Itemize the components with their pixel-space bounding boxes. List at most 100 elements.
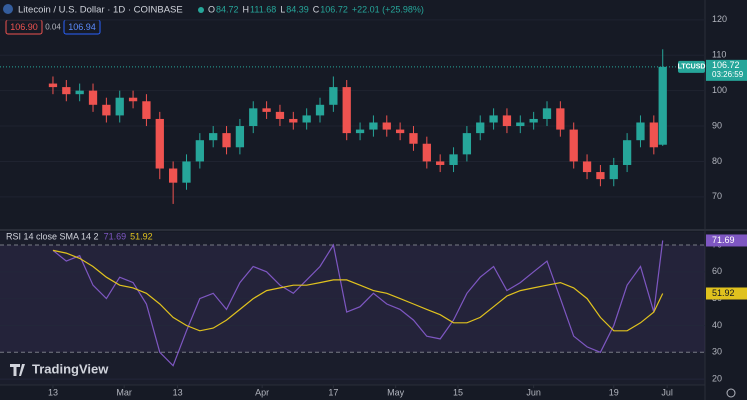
candle-body [582,161,592,173]
candle-body [155,118,164,169]
candle-body [142,101,151,119]
rsi-line [52,249,664,332]
candle-body [355,129,365,134]
candle-body [569,129,578,162]
y-tick-label: 70 [712,191,722,201]
rsi-title: RSI 14 close SMA 14 2 [6,231,99,241]
candle-body [489,115,498,123]
x-tick-label: 15 [453,387,463,397]
candle-body [235,126,245,148]
buy-price: 106.94 [68,22,96,32]
candle-body [249,108,258,127]
candle-body [168,168,178,183]
x-tick-label: 13 [173,387,183,397]
candle-body [329,87,338,105]
x-tick-label: Apr [255,387,269,397]
y-tick-label: 90 [712,120,722,130]
y-tick-label: 40 [712,320,722,330]
y-tick-label: 120 [712,14,727,24]
ohlc-value: 111.68 [250,4,276,14]
candle-body [449,154,458,165]
candle-body [128,97,138,102]
ohlc-label: O [208,4,215,14]
rsi-legend-value: 71.69 [104,231,127,241]
candle-body [75,90,84,95]
value-tag-label: 71.69 [712,235,735,245]
candle-body [409,133,418,144]
spread: 0.04 [45,23,61,32]
candle-body [289,118,298,123]
chart-title: Litecoin / U.S. Dollar · 1D · COINBASE [18,5,183,16]
candle-body [542,108,552,119]
candle-body [315,104,325,116]
x-tick-label: 19 [609,387,619,397]
candle-body [262,108,271,112]
candle-body [395,129,405,134]
rsi-line [52,240,664,367]
symbol-tag [678,60,705,73]
symbol-logo [3,4,13,14]
candle-body [476,122,485,134]
candle-body [302,115,311,123]
rsi-legend: 71.69 51.92 [104,231,153,241]
x-tick-label: May [387,387,405,397]
ohlc-label: H [243,4,250,14]
candle-body [658,66,667,145]
candle-body [88,90,98,105]
candle-body [516,122,525,127]
brand-logo [10,364,25,376]
sell-price: 106.90 [10,22,38,32]
candle-body [195,140,204,162]
candle-body [382,122,391,130]
candle-body [636,122,645,141]
ohlc-label: L [280,4,285,14]
candle-body [649,122,658,148]
x-tick-label: 13 [48,387,58,397]
ohlc-label: C [313,4,320,14]
candle-body [209,133,218,141]
market-status [198,7,204,13]
candle-body [436,161,445,165]
ohlc-legend: O 84.72 H 111.68 L 84.39 C 106.72 +22.01 (+25.98… [208,4,424,14]
candle-body [342,87,351,134]
ohlc-value: 106.72 [320,4,348,14]
last-price: 106.72 [712,60,740,70]
y-tick-label: 30 [712,347,722,357]
brand: TradingView [32,361,109,376]
y-tick-label: 20 [712,373,722,383]
settings-icon[interactable] [726,388,736,398]
candle-body [62,87,71,95]
x-tick-label: 17 [328,387,338,397]
ohlc-value: 84.72 [216,4,239,14]
x-tick-label: Mar [116,387,132,397]
y-tick-label: 100 [712,85,727,95]
candle-body [422,143,431,162]
y-tick-label: 110 [712,50,726,60]
rsi-pane [0,232,705,385]
candle-body [369,122,378,130]
value-tag [706,287,747,300]
candle-body [182,161,191,183]
x-tick-label: Jun [526,387,541,397]
y-tick-label: 80 [712,156,722,166]
ohlc-value: 84.39 [286,4,309,14]
candle-body [275,111,285,119]
candle-body [48,83,58,88]
candle-body [609,164,618,180]
candle-body [462,133,472,155]
countdown: 03:26:59 [712,70,744,79]
candle-body [222,133,231,148]
change: +22.01 (+25.98%) [352,4,424,14]
candle-body [529,118,538,123]
candle-body [596,172,605,180]
candle-body [115,97,124,116]
value-tag [706,234,747,247]
candle-body [622,140,632,165]
price-tag [706,59,747,81]
candle-body [102,104,111,116]
y-tick-label: 60 [712,266,722,276]
rsi-legend-value: 51.92 [130,231,153,241]
value-tag-label: 51.92 [712,288,735,298]
